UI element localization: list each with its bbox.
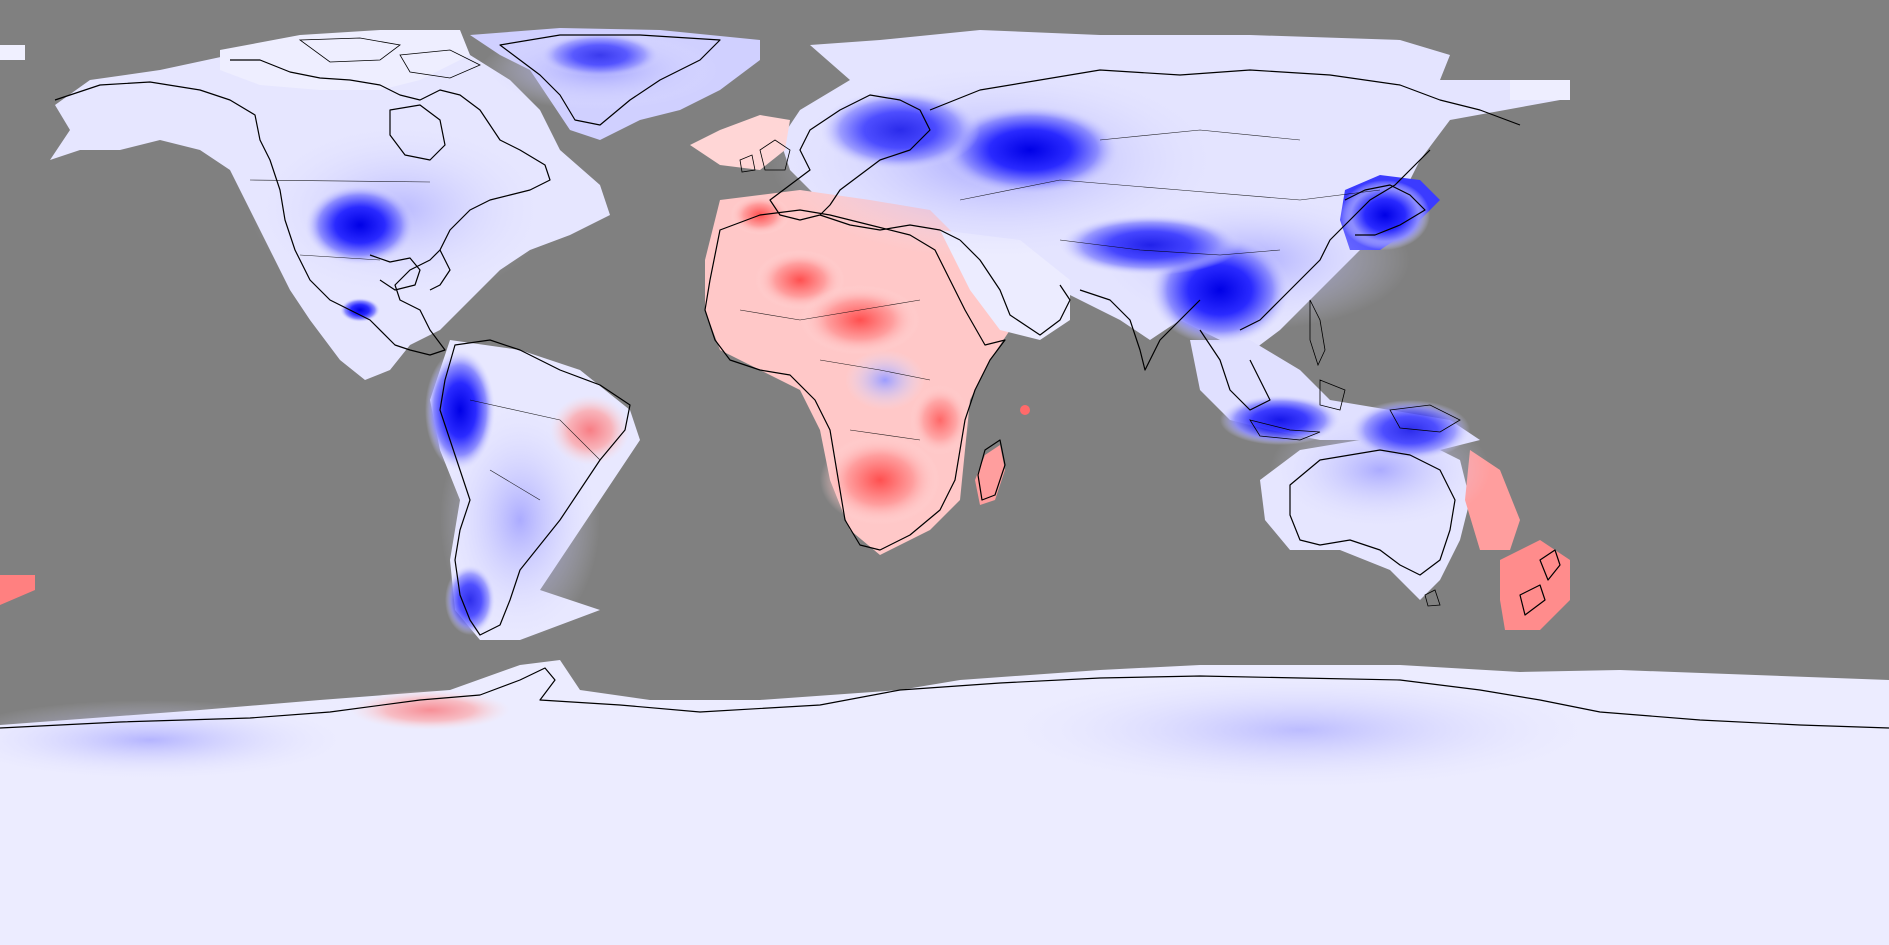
new-zealand-field <box>1500 540 1570 630</box>
warm-core-brazil <box>550 395 630 465</box>
north-atlantic-field <box>690 115 790 170</box>
dateline-fragment-north <box>0 45 25 60</box>
antarctica-field <box>0 660 1889 945</box>
warm-core-sahara-central <box>800 285 920 355</box>
country-borders <box>249 129 1381 501</box>
cold-core-japan <box>1340 180 1430 250</box>
cold-core-greenland <box>540 33 660 77</box>
dateline-fragment-south <box>0 575 35 605</box>
warm-core-southern-africa <box>820 435 940 525</box>
cold-core-russia <box>940 105 1120 195</box>
anomaly-blobs <box>0 30 1600 790</box>
cold-core-patagonia <box>445 565 495 635</box>
east-siberia-field <box>1510 80 1570 100</box>
warm-core-antarctic-peninsula <box>350 690 510 730</box>
cold-core-new-guinea <box>1350 400 1470 460</box>
warm-core-east-africa <box>910 385 970 455</box>
cold-core-scandinavia <box>820 90 980 170</box>
cold-core-central-us <box>305 185 415 265</box>
warm-core-reunion <box>1020 405 1030 415</box>
madagascar-field <box>975 445 1005 505</box>
cold-core-andes <box>425 350 495 470</box>
cold-core-tibet <box>1060 215 1240 275</box>
cold-core-mexico <box>340 298 380 322</box>
arctic-canada-field <box>220 30 470 90</box>
cold-core-indonesia <box>1220 395 1340 445</box>
cold-core-central-africa <box>845 350 925 410</box>
